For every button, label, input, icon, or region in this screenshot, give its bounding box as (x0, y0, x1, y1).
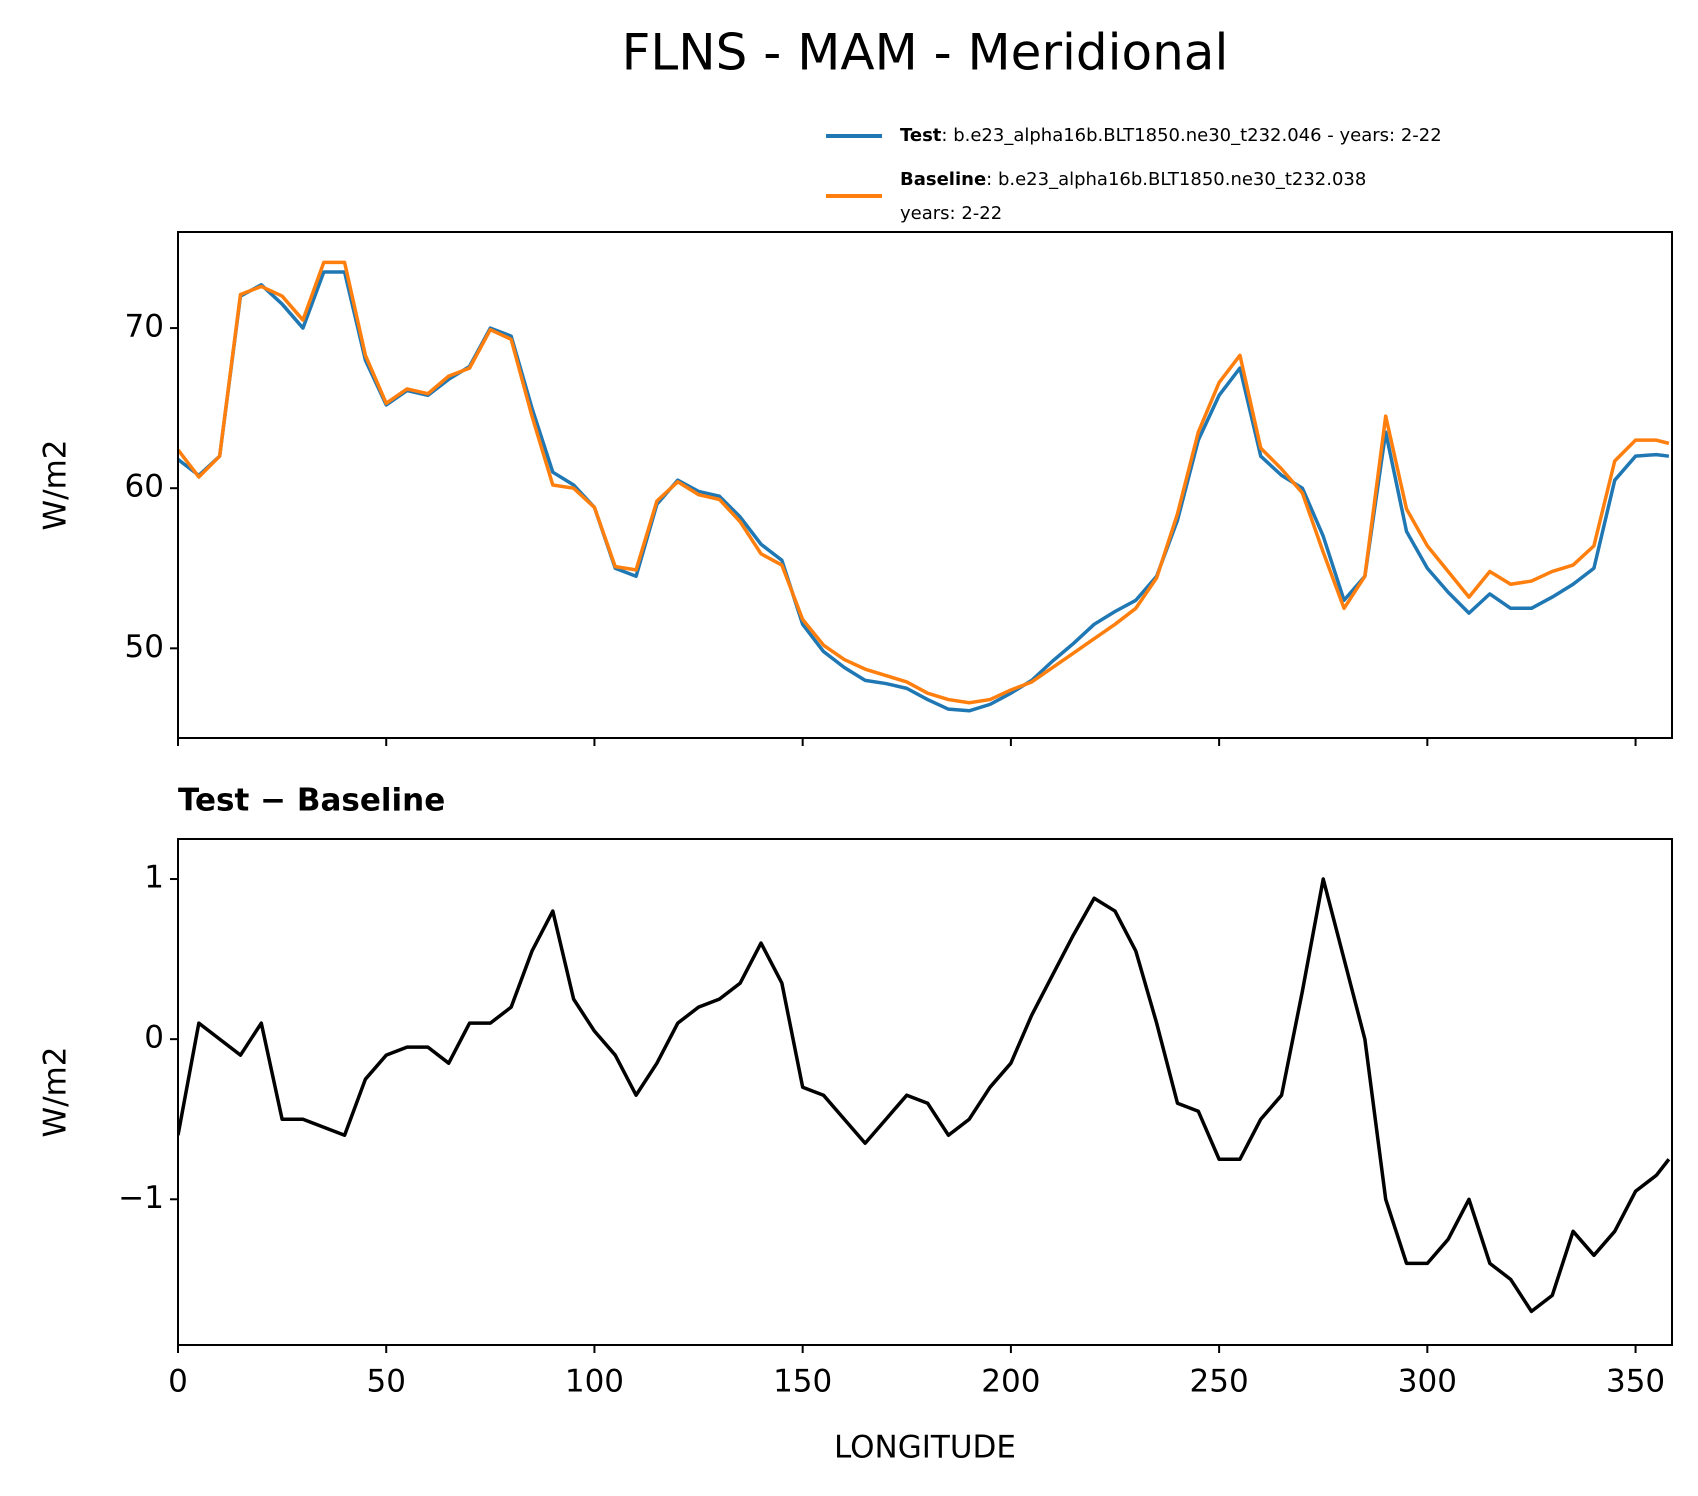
x-tick-label: 300 (1398, 1364, 1457, 1400)
legend-name: Test (900, 125, 942, 146)
data-line (178, 877, 1671, 1314)
x-tick-label: 50 (366, 1364, 405, 1400)
axes-frame (177, 231, 1673, 739)
legend-description: years: 2-22 (900, 203, 1002, 224)
x-tick-label: 0 (168, 1364, 188, 1400)
axes-frame (177, 838, 1673, 1346)
axes-title: Test − Baseline (178, 783, 445, 819)
figure-title: FLNS - MAM - Meridional (622, 24, 1229, 82)
y-tick-label: 0 (144, 1020, 164, 1056)
y-tick-label: −1 (118, 1180, 164, 1216)
legend-entry: Test: b.e23_alpha16b.BLT1850.ne30_t232.0… (900, 125, 1442, 146)
legend-description: : b.e23_alpha16b.BLT1850.ne30_t232.038 (986, 169, 1366, 190)
x-tick-label: 200 (981, 1364, 1040, 1400)
x-tick-label: 100 (565, 1364, 624, 1400)
y-axis-label: W/m2 (38, 439, 74, 530)
data-line (178, 260, 1670, 705)
y-tick-label: 60 (125, 469, 164, 505)
y-tick-label: 1 (144, 860, 164, 896)
x-axis-label: LONGITUDE (834, 1430, 1016, 1466)
x-tick-label: 350 (1606, 1364, 1665, 1400)
y-tick-label: 70 (125, 309, 164, 345)
x-tick-label: 150 (773, 1364, 832, 1400)
legend-name: Baseline (900, 169, 986, 190)
y-tick-label: 50 (125, 629, 164, 665)
legend-entry: Baseline: b.e23_alpha16b.BLT1850.ne30_t2… (900, 169, 1366, 190)
y-axis-label: W/m2 (38, 1046, 74, 1137)
legend-description: : b.e23_alpha16b.BLT1850.ne30_t232.046 -… (941, 125, 1441, 146)
x-tick-label: 250 (1190, 1364, 1249, 1400)
